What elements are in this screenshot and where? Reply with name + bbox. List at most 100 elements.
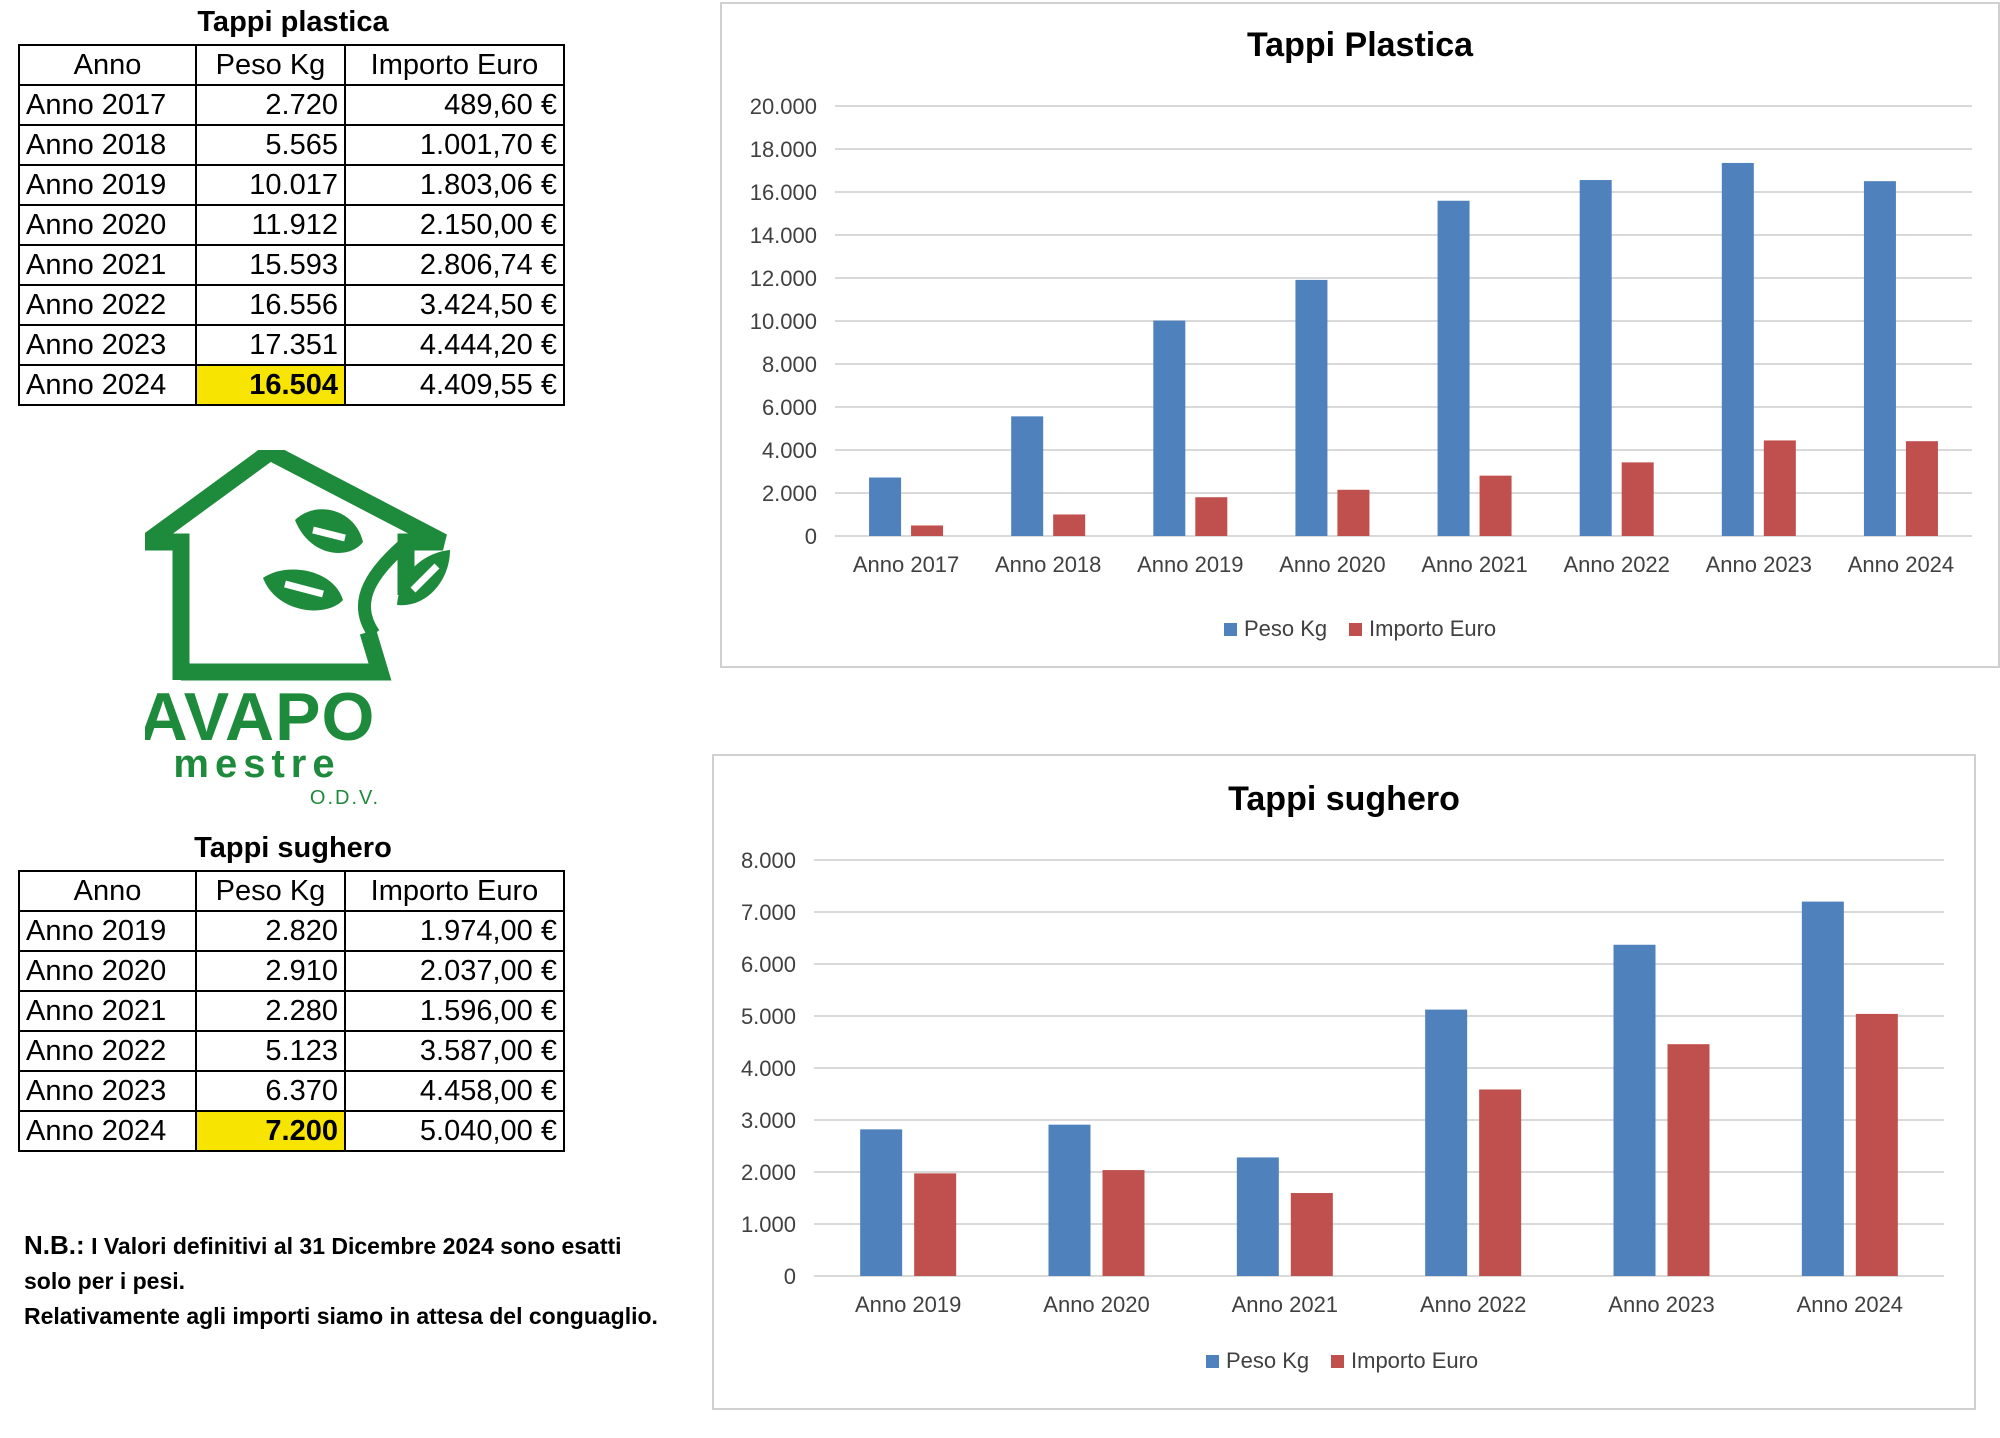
bar-importo-euro (1053, 514, 1086, 536)
plant-stem-icon (358, 537, 412, 638)
plastic-table-body: Anno 2017 2.720 489,60 € Anno 2018 5.565 1.00… (18, 84, 565, 406)
y-tick-label: 10.000 (750, 309, 817, 334)
y-tick-label: 20.000 (750, 94, 817, 119)
table-row: Anno 2021 15.593 2.806,74 € (18, 244, 565, 286)
table-cell-kg: 16.556 (195, 284, 346, 326)
bar-peso-kg (1437, 200, 1470, 537)
table-header-row: Anno Peso Kg Importo Euro (18, 44, 565, 86)
table-cell-year: Anno 2020 (18, 204, 197, 246)
house-outline-icon (120, 442, 447, 680)
column-header: Importo Euro (344, 44, 565, 86)
column-header: Peso Kg (195, 870, 346, 912)
column-header: Anno (18, 44, 197, 86)
table-cell-euro: 489,60 € (344, 84, 565, 126)
x-tick-label: Anno 2020 (1043, 1292, 1149, 1317)
table-row: Anno 2022 16.556 3.424,50 € (18, 284, 565, 326)
table-cell-kg: 16.504 (195, 364, 346, 406)
y-tick-label: 8.000 (741, 848, 796, 873)
table-row: Anno 2020 11.912 2.150,00 € (18, 204, 565, 246)
legend-swatch (1349, 623, 1362, 636)
table-cell-euro: 1.596,00 € (344, 990, 565, 1032)
legend-label: Peso Kg (1226, 1348, 1309, 1373)
bar-importo-euro (1479, 475, 1512, 536)
bar-peso-kg (1153, 320, 1186, 536)
footnote-text: I Valori definitivi al 31 Dicembre 2024 … (91, 1233, 622, 1259)
y-tick-label: 16.000 (750, 180, 817, 205)
bar-peso-kg (1295, 279, 1328, 536)
table-cell-euro: 1.803,06 € (344, 164, 565, 206)
footnote-line-1: N.B.: I Valori definitivi al 31 Dicembre… (24, 1228, 658, 1264)
legend-swatch (1224, 623, 1237, 636)
table-row: Anno 2023 17.351 4.444,20 € (18, 324, 565, 366)
column-header: Anno (18, 870, 197, 912)
table-row: Anno 2024 16.504 4.409,55 € (18, 364, 565, 406)
footnote-line-3: Relativamente agli importi siamo in atte… (24, 1303, 658, 1329)
table-cell-euro: 2.150,00 € (344, 204, 565, 246)
y-tick-label: 2.000 (741, 1160, 796, 1185)
table-cell-year: Anno 2023 (18, 324, 197, 366)
column-header: Importo Euro (344, 870, 565, 912)
table-cell-kg: 11.912 (195, 204, 346, 246)
x-tick-label: Anno 2022 (1563, 552, 1669, 577)
y-tick-label: 8.000 (762, 352, 817, 377)
bar-peso-kg (1721, 162, 1754, 537)
table-row: Anno 2021 2.280 1.596,00 € (18, 990, 565, 1032)
bar-peso-kg (1613, 944, 1656, 1276)
bar-peso-kg (1579, 180, 1612, 536)
cork-chart-title: Tappi sughero (1228, 780, 1460, 818)
table-cell-year: Anno 2019 (18, 164, 197, 206)
table-row: Anno 2019 10.017 1.803,06 € (18, 164, 565, 206)
x-tick-label: Anno 2023 (1706, 552, 1812, 577)
table-cell-euro: 3.587,00 € (344, 1030, 565, 1072)
table-cell-kg: 2.820 (195, 910, 346, 952)
table-cell-year: Anno 2020 (18, 950, 197, 992)
table-cell-year: Anno 2024 (18, 364, 197, 406)
table-cell-year: Anno 2019 (18, 910, 197, 952)
cork-table-body: Anno 2019 2.820 1.974,00 € Anno 2020 2.910 2.… (18, 910, 565, 1152)
plastic-chart: 0 2.000 4.000 6.000 8.000 10.000 12.000 14.000 1… (750, 94, 1972, 641)
house-base-icon (181, 629, 392, 681)
y-tick-label: 4.000 (762, 438, 817, 463)
x-tick-label: Anno 2019 (855, 1292, 961, 1317)
table-cell-euro: 1.974,00 € (344, 910, 565, 952)
logo-suffix-text: O.D.V. (310, 787, 380, 809)
bar-importo-euro (1479, 1089, 1522, 1276)
bar-peso-kg (1801, 901, 1844, 1276)
table-cell-year: Anno 2021 (18, 244, 197, 286)
table-cell-year: Anno 2021 (18, 990, 197, 1032)
table-cell-kg: 2.720 (195, 84, 346, 126)
table-cell-kg: 15.593 (195, 244, 346, 286)
table-cell-year: Anno 2022 (18, 1030, 197, 1072)
legend-swatch (1331, 1355, 1344, 1368)
table-cell-kg: 17.351 (195, 324, 346, 366)
x-tick-label: Anno 2018 (995, 552, 1101, 577)
table-row: Anno 2017 2.720 489,60 € (18, 84, 565, 126)
footnote-prefix: N.B.: (24, 1230, 85, 1260)
cork-table: Anno Peso Kg Importo Euro Anno 2019 2.820… (18, 870, 565, 1152)
table-cell-euro: 2.806,74 € (344, 244, 565, 286)
column-header: Peso Kg (195, 44, 346, 86)
table-cell-euro: 3.424,50 € (344, 284, 565, 326)
table-cell-kg: 10.017 (195, 164, 346, 206)
cork-chart-frame: Tappi sughero 0 1.000 2.000 3.000 4.000 5.000… (712, 754, 1976, 1410)
bar-peso-kg (860, 1129, 903, 1276)
y-tick-label: 4.000 (741, 1056, 796, 1081)
legend-label: Peso Kg (1244, 616, 1327, 641)
y-tick-label: 3.000 (741, 1108, 796, 1133)
bar-peso-kg (869, 477, 902, 536)
bar-importo-euro (1195, 497, 1228, 536)
table-cell-year: Anno 2024 (18, 1110, 197, 1152)
table-row: Anno 2020 2.910 2.037,00 € (18, 950, 565, 992)
logo-graphic: AVAPO mestre O.D.V. (120, 442, 450, 809)
y-tick-label: 6.000 (762, 395, 817, 420)
y-tick-label: 1.000 (741, 1212, 796, 1237)
legend-swatch (1206, 1355, 1219, 1368)
bar-importo-euro (1621, 462, 1654, 536)
table-cell-euro: 4.458,00 € (344, 1070, 565, 1112)
y-tick-label: 14.000 (750, 223, 817, 248)
bar-importo-euro (911, 525, 944, 536)
y-tick-label: 12.000 (750, 266, 817, 291)
table-cell-euro: 2.037,00 € (344, 950, 565, 992)
x-tick-label: Anno 2021 (1232, 1292, 1338, 1317)
bar-peso-kg (1011, 416, 1044, 536)
